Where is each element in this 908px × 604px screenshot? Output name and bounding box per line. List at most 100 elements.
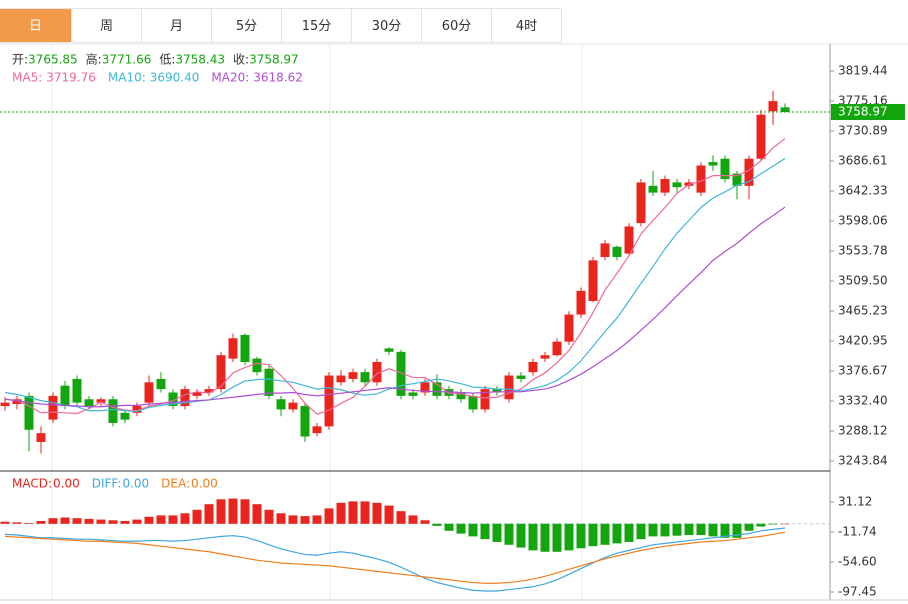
candle-body [324,375,334,427]
candle-body [156,378,166,390]
period-tab[interactable]: 4时 [492,8,562,43]
legend-label: MA20: [211,71,249,85]
macd-bar [144,516,154,524]
legend-value: 0.00 [191,477,218,491]
readout-label: 高: [86,52,102,67]
candle-body [576,290,586,315]
y-tick-label: 3553.78 [838,244,888,258]
last-price-box [831,103,905,120]
candle-body [540,355,550,359]
legend-label: MACD: [12,477,52,491]
macd-bar [264,509,274,524]
candle-body [516,375,526,379]
macd-bar [648,523,658,537]
line [4,206,786,408]
period-tab[interactable]: 30分 [352,8,422,43]
macd-bar [0,521,10,524]
macd-bar [72,518,82,524]
period-tab[interactable]: 15分 [282,8,352,43]
period-tab[interactable]: 日 [0,8,72,43]
legend-label: DIFF: [92,477,122,491]
macd-bar [60,517,70,524]
macd-bar [744,523,754,531]
candle-body [204,389,214,393]
macd-bar [48,518,58,524]
macd-bar [768,523,778,525]
macd-bar [96,519,106,524]
legend-value: 0.00 [53,477,80,491]
candle-body [228,338,238,359]
line [4,157,786,413]
candle-body [456,392,466,400]
macd-bar [228,498,238,524]
period-tabs: 日周月 5分 15分 30分 60分 4时 [0,8,562,44]
line [4,138,786,415]
candle-body [768,101,778,112]
y-tick-label: 3598.06 [838,214,888,228]
candle-body [612,246,622,257]
y-tick-label: 3819.44 [838,64,888,78]
candle-body [552,341,562,356]
legend-label: MA5: [12,71,42,85]
macd-bar [516,523,526,548]
macd-bar [84,518,94,524]
macd-bar [12,522,22,524]
readout-label: 低: [159,53,175,67]
macd-bar [720,523,730,538]
macd-bar [504,523,514,545]
candle-body [144,382,154,403]
macd-bar [624,523,634,542]
macd-bar [756,523,766,527]
macd-bar [600,523,610,545]
macd-bar [24,523,34,524]
macd-bar [660,523,670,537]
macd-bar [552,523,562,552]
period-tab[interactable]: 60分 [422,8,492,43]
candle-body [312,426,322,434]
candle-body [732,173,742,186]
candle-body [120,412,130,420]
macd-bar [216,499,226,524]
candle-body [132,406,142,413]
macd-bar [276,513,286,524]
y-tick-label: 31.12 [838,495,872,509]
macd-bar [576,523,586,549]
candle-body [180,389,190,407]
period-tab[interactable]: 周 [72,8,142,43]
candle-body [240,334,250,362]
readout-value: 3758.43 [175,53,225,67]
candle-body [108,399,118,423]
y-tick-label: 3465.23 [838,304,888,318]
candle-body [192,392,202,396]
macd-bar [444,523,454,531]
y-tick-label: 3376.67 [838,364,888,378]
readout-value: 3765.85 [28,53,78,67]
candle-body [564,314,574,342]
macd-bar [348,501,358,524]
macd-bar [372,502,382,524]
y-tick-label: -97.45 [838,584,877,598]
macd-bar [528,523,538,551]
macd-bar [420,520,430,524]
y-tick-label: 3730.89 [838,124,888,138]
last-price-label: 3758.97 [838,104,888,118]
candle-body [420,382,430,393]
period-tab[interactable]: 5分 [212,8,282,43]
macd-bar [252,504,262,524]
candle-body [264,368,274,396]
macd-bar [540,523,550,552]
candle-body [96,399,106,403]
candle-body [756,114,766,159]
macd-bar [120,520,130,524]
macd-bar [708,523,718,537]
candle-body [360,372,370,383]
macd-bar [564,523,574,551]
macd-bar [396,511,406,524]
period-tab[interactable]: 月 [142,8,212,43]
macd-bar [168,515,178,524]
candle-body [636,182,646,224]
macd-bar [456,523,466,534]
legend-label: MA10: [108,71,146,85]
candle-body [36,433,46,442]
candle-body [384,348,394,352]
